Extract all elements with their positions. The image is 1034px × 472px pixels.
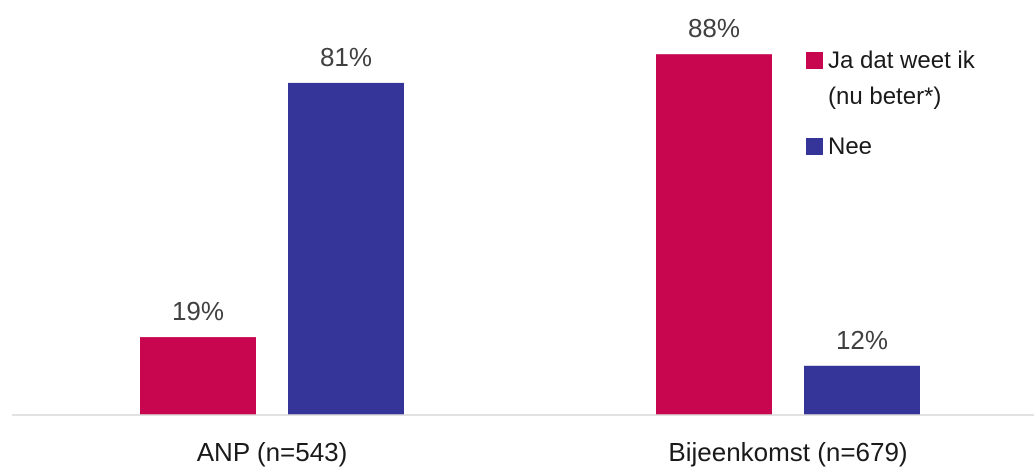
data-labels-group: 19% 81% 88% 12% <box>172 13 888 355</box>
legend-label: (nu beter*) <box>828 83 941 110</box>
legend-label: Nee <box>828 133 872 160</box>
bars-group <box>140 54 920 416</box>
data-label: 19% <box>172 296 224 326</box>
legend-swatch <box>806 52 823 69</box>
data-label: 81% <box>320 42 372 72</box>
data-label: 88% <box>688 13 740 43</box>
bar-nee-anp <box>288 82 404 416</box>
category-label: ANP (n=543) <box>197 437 348 467</box>
bar-ja-anp <box>140 337 256 415</box>
bar-nee-bijeenkomst <box>804 365 920 415</box>
legend-label: Ja dat weet ik <box>828 47 976 74</box>
category-label: Bijeenkomst (n=679) <box>668 437 907 467</box>
data-label: 12% <box>836 325 888 355</box>
bar-ja-bijeenkomst <box>656 54 772 415</box>
legend-swatch <box>806 138 823 155</box>
category-labels-group: ANP (n=543) Bijeenkomst (n=679) <box>197 437 908 467</box>
legend: Ja dat weet ik (nu beter*) Nee <box>806 47 976 160</box>
